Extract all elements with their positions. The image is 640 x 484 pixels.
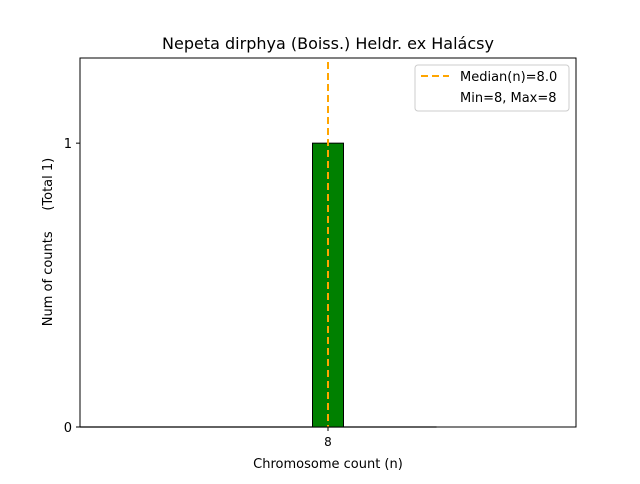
x-axis-label: Chromosome count (n) [253,457,403,472]
legend-box [414,64,570,112]
y-tick-label: 1 [64,137,72,152]
legend: Median(n)=8.0 Min=8, Max=8 [414,64,570,112]
x-tick-label: 8 [324,435,332,449]
legend-entry-minmax: Min=8, Max=8 [460,91,557,106]
y-tick-label: 0 [64,421,72,436]
y-axis-label: Num of counts (Total 1) [41,158,56,326]
chart-title: Nepeta dirphya (Boiss.) Heldr. ex Halács… [162,34,494,53]
legend-entry-median: Median(n)=8.0 [460,70,557,85]
